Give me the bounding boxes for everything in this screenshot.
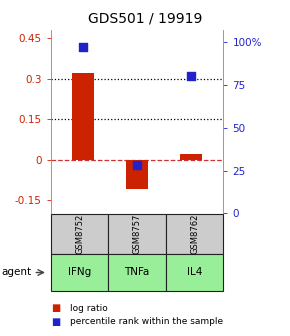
Text: GSM8757: GSM8757 (133, 214, 142, 254)
Point (135, 163, 139, 168)
Text: IFNg: IFNg (68, 267, 91, 278)
Bar (126, 160, 148, 189)
Text: agent: agent (1, 267, 32, 278)
Point (188, 74, 193, 79)
Text: ■: ■ (51, 317, 60, 327)
Text: GSM8762: GSM8762 (190, 214, 199, 254)
Bar (180, 154, 202, 160)
Text: percentile rank within the sample: percentile rank within the sample (70, 318, 223, 326)
Text: ■: ■ (51, 303, 60, 313)
Bar (72, 73, 94, 160)
Text: log ratio: log ratio (70, 304, 107, 313)
Text: IL4: IL4 (187, 267, 202, 278)
Text: TNFa: TNFa (124, 267, 150, 278)
Text: GSM8752: GSM8752 (75, 214, 84, 254)
Point (81, 45, 86, 50)
Text: GDS501 / 19919: GDS501 / 19919 (88, 12, 202, 26)
